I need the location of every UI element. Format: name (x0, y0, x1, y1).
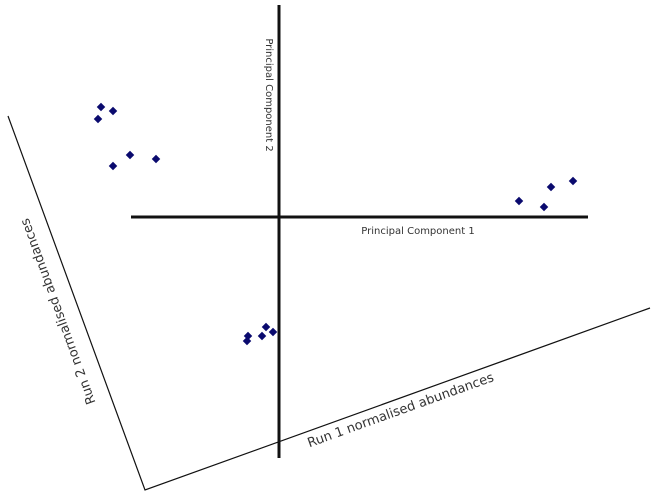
point (96, 102, 106, 112)
outer-axes (7, 115, 651, 491)
pc1-label: Principal Component 1 (361, 226, 474, 237)
point (514, 196, 524, 206)
points (93, 102, 578, 346)
point (93, 114, 103, 124)
point (539, 202, 549, 212)
point (151, 154, 161, 164)
pc2-label: Principal Component 2 (263, 38, 274, 151)
point (257, 331, 267, 341)
point (242, 336, 252, 346)
point (268, 327, 278, 337)
run1-label: Run 1 normalised abundances (306, 370, 497, 451)
point (546, 182, 556, 192)
point (568, 176, 578, 186)
point (125, 150, 135, 160)
point (108, 161, 118, 171)
point (261, 322, 271, 332)
point (108, 106, 118, 116)
run2-label: Run 2 normalised abundances (18, 216, 100, 406)
